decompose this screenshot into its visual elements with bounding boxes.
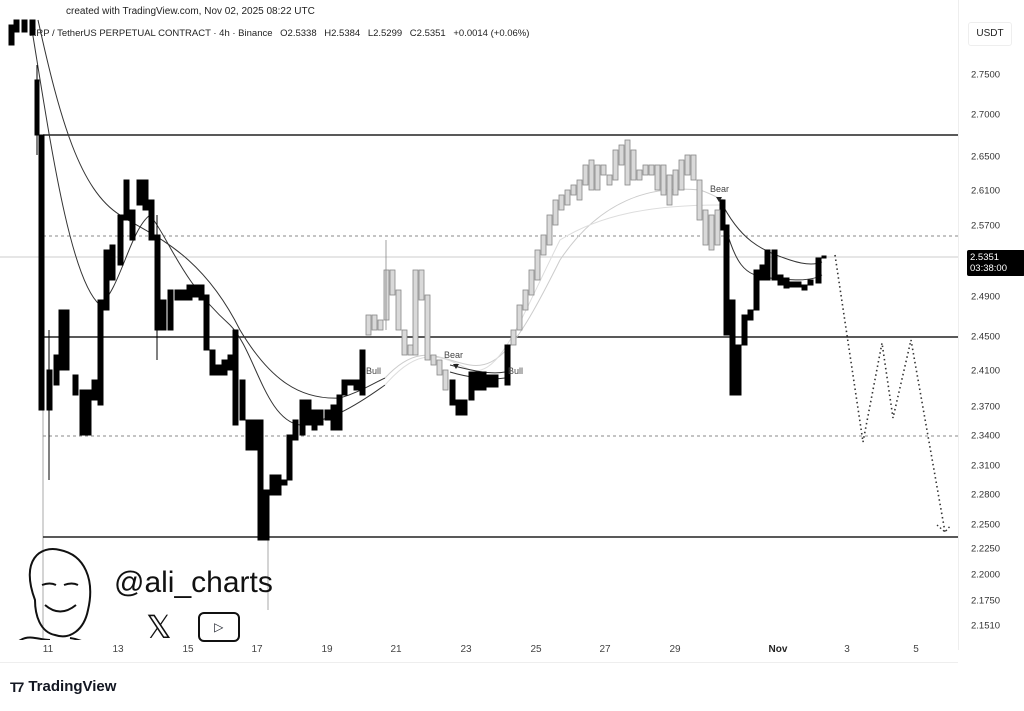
bear-candles — [8, 19, 827, 541]
ohlc-close: C2.5351 — [409, 28, 446, 39]
author-handle: @ali_charts — [114, 566, 273, 599]
price-axis[interactable]: 2.7500 2.7000 2.6500 2.6100 2.5700 2.490… — [958, 0, 1024, 650]
projection-path[interactable] — [834, 254, 946, 533]
ma-fast-line — [31, 29, 386, 426]
youtube-play-icon: ▷ — [197, 612, 240, 642]
ma-segment — [719, 199, 823, 265]
price-tick: 2.3700 — [971, 401, 1001, 413]
time-tick: 27 — [599, 644, 611, 655]
time-tick: 11 — [42, 644, 54, 655]
price-tick: 2.4900 — [971, 291, 1001, 303]
price-tick: 2.2800 — [971, 489, 1001, 501]
price-tick: 2.4100 — [971, 365, 1001, 377]
time-axis[interactable]: 11 13 15 17 19 21 23 25 27 29 Nov 3 5 — [0, 640, 958, 663]
symbol-title[interactable]: XRP / TetherUS PERPETUAL CONTRACT · 4h ·… — [30, 28, 273, 39]
price-tick: 2.1510 — [971, 620, 1001, 632]
price-tick: 2.3100 — [971, 460, 1001, 472]
time-tick-month: Nov — [768, 644, 788, 655]
bear-signal-label-1: Bear — [444, 350, 463, 360]
brand-name: TradingView — [28, 678, 117, 695]
ohlc-change: +0.0014 (+0.06%) — [453, 28, 530, 39]
bull-signal-label-1: Bull — [366, 366, 381, 376]
ohlc-low: L2.5299 — [367, 28, 403, 39]
tradingview-brand[interactable]: T7 TradingView — [10, 678, 116, 695]
currency-button[interactable]: USDT — [968, 22, 1012, 46]
time-tick: 3 — [844, 644, 850, 655]
ma-segment — [719, 204, 823, 281]
last-price-value: 2.5351 — [970, 252, 1000, 263]
price-tick: 2.3400 — [971, 430, 1001, 442]
price-tick: 2.4500 — [971, 331, 1001, 343]
time-tick: 19 — [321, 644, 333, 655]
price-tick: 2.7500 — [971, 69, 1001, 81]
price-tick: 2.2500 — [971, 519, 1001, 531]
avatar-caricature — [18, 548, 92, 640]
ohlc-open: O2.5338 — [280, 28, 317, 39]
ohlc-high: H2.5384 — [324, 28, 361, 39]
projection-arrowhead-icon — [936, 524, 952, 533]
time-tick: 23 — [460, 644, 472, 655]
price-tick: 2.1750 — [971, 595, 1001, 607]
time-tick: 29 — [669, 644, 681, 655]
time-tick: 21 — [390, 644, 402, 655]
time-tick: 13 — [112, 644, 124, 655]
time-tick: 25 — [530, 644, 542, 655]
price-tick: 2.6500 — [971, 151, 1001, 163]
symbol-legend: XRP / TetherUS PERPETUAL CONTRACT · 4h ·… — [30, 28, 534, 39]
bull-signal-label-2: Bull — [508, 366, 523, 376]
bull-candles — [365, 139, 721, 391]
price-tick: 2.6100 — [971, 185, 1001, 197]
time-tick: 5 — [913, 644, 919, 655]
bear-arrow-icon — [453, 364, 459, 369]
last-price-badge: 2.5351 03:38:00 — [967, 250, 1024, 276]
created-with-caption: created with TradingView.com, Nov 02, 20… — [66, 6, 315, 17]
price-tick: 2.2000 — [971, 569, 1001, 581]
bear-arrow-icon — [716, 197, 722, 202]
price-tick: 2.5700 — [971, 220, 1001, 232]
time-tick: 17 — [251, 644, 263, 655]
ma-slow-line — [37, 19, 386, 399]
bar-countdown: 03:38:00 — [970, 263, 1007, 274]
candlestick-chart[interactable]: Bear Bull Bull Bear — [0, 0, 958, 640]
price-tick: 2.2250 — [971, 543, 1001, 555]
time-tick: 15 — [182, 644, 194, 655]
price-tick: 2.7000 — [971, 109, 1001, 121]
social-icons: 𝕏 ▷ — [146, 611, 240, 643]
x-logo-icon: 𝕏 — [146, 609, 172, 645]
tradingview-logo-icon: T7 — [10, 678, 24, 695]
bear-signal-label-2: Bear — [710, 184, 729, 194]
